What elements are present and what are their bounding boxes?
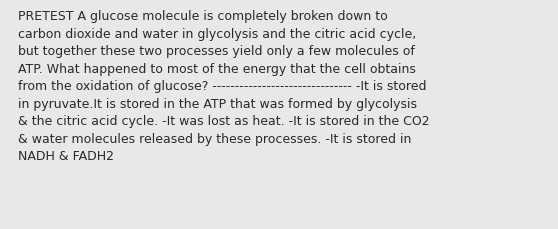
Text: PRETEST A glucose molecule is completely broken down to
carbon dioxide and water: PRETEST A glucose molecule is completely… — [18, 10, 429, 162]
